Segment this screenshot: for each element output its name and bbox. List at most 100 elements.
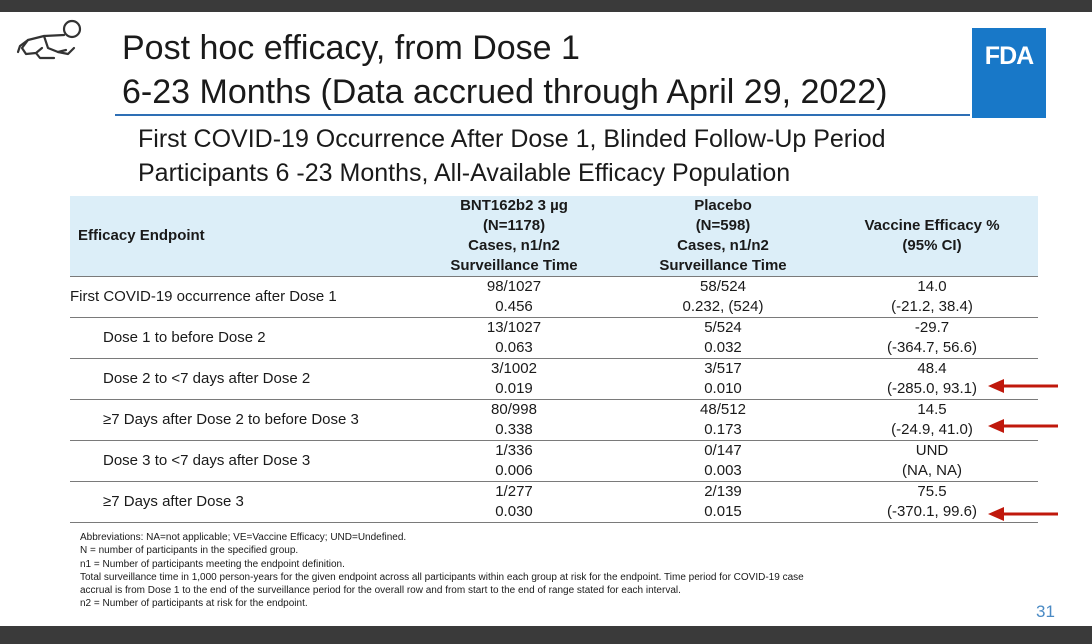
- placebo-surveillance-time: 0.032: [704, 339, 742, 356]
- vaccine-surveillance-time: 0.006: [495, 462, 533, 479]
- placebo-cell: 58/524 0.232, (524): [620, 276, 826, 318]
- bottom-frame-bar: [0, 626, 1092, 644]
- placebo-cases: 0/147: [704, 442, 742, 459]
- confidence-interval: (NA, NA): [902, 462, 962, 479]
- efficacy-cell: 48.4 (-285.0, 93.1): [826, 358, 1038, 400]
- header-placebo-line: (N=598): [695, 217, 751, 234]
- slide: Post hoc efficacy, from Dose 1 6-23 Mont…: [0, 12, 1092, 626]
- row-endpoint: Dose 3 to <7 days after Dose 3: [70, 440, 408, 482]
- vaccine-efficacy-value: 48.4: [917, 360, 947, 377]
- header-vaccine-line: (N=1178): [482, 217, 546, 234]
- header-vaccine-line: BNT162b2 3 µg: [460, 197, 568, 214]
- row-endpoint: Dose 1 to before Dose 2: [70, 317, 408, 359]
- vaccine-efficacy-value: -29.7: [914, 319, 950, 336]
- table-row: Dose 1 to before Dose 2 13/1027 0.063 5/5…: [70, 317, 1038, 359]
- vaccine-cell: 1/336 0.006: [408, 440, 620, 482]
- vaccine-surveillance-time: 0.338: [495, 421, 533, 438]
- vaccine-efficacy-value: 14.0: [917, 278, 947, 295]
- confidence-interval: (-285.0, 93.1): [886, 380, 978, 397]
- table-row: Dose 2 to <7 days after Dose 2 3/1002 0.0…: [70, 358, 1038, 400]
- subtitle-line-2: Participants 6 -23 Months, All-Available…: [138, 159, 791, 187]
- row-endpoint: First COVID-19 occurrence after Dose 1: [70, 276, 408, 318]
- vaccine-cases: 1/277: [495, 483, 533, 500]
- vaccine-cell: 3/1002 0.019: [408, 358, 620, 400]
- subtitle-line-1: First COVID-19 Occurrence After Dose 1, …: [138, 125, 886, 153]
- table-row: First COVID-19 occurrence after Dose 1 9…: [70, 276, 1038, 318]
- vaccine-cases: 80/998: [491, 401, 537, 418]
- confidence-interval: (-24.9, 41.0): [891, 421, 973, 438]
- top-frame-bar: [0, 0, 1092, 12]
- row-endpoint: ≥7 Days after Dose 3: [70, 481, 408, 523]
- efficacy-cell: 14.5 (-24.9, 41.0): [826, 399, 1038, 441]
- header-vaccine-efficacy: Vaccine Efficacy % (95% CI): [826, 196, 1038, 277]
- red-arrow-icon: [988, 379, 1058, 393]
- title-underline: [115, 114, 970, 116]
- placebo-cell: 48/512 0.173: [620, 399, 826, 441]
- red-arrow-icon: [988, 507, 1058, 521]
- footnote-line: Abbreviations: NA=not applicable; VE=Vac…: [80, 532, 407, 543]
- title-line-2: 6-23 Months (Data accrued through April …: [122, 73, 888, 111]
- placebo-cases: 48/512: [700, 401, 746, 418]
- placebo-cases: 2/139: [704, 483, 742, 500]
- efficacy-table: Efficacy Endpoint BNT162b2 3 µg (N=1178)…: [70, 196, 1038, 523]
- row-endpoint: ≥7 Days after Dose 2 to before Dose 3: [70, 399, 408, 441]
- confidence-interval: (-21.2, 38.4): [891, 298, 973, 315]
- header-vaccine-group: BNT162b2 3 µg (N=1178) Cases, n1/n2 Surv…: [408, 196, 620, 277]
- placebo-surveillance-time: 0.003: [704, 462, 742, 479]
- header-efficacy-line: Vaccine Efficacy %: [864, 217, 1000, 234]
- vaccine-cases: 98/1027: [486, 278, 542, 295]
- table-row: ≥7 Days after Dose 3 1/277 0.030 2/139 0.0…: [70, 481, 1038, 523]
- placebo-cell: 2/139 0.015: [620, 481, 826, 523]
- title-line-1: Post hoc efficacy, from Dose 1: [122, 29, 580, 67]
- placebo-surveillance-time: 0.173: [704, 421, 742, 438]
- vaccine-surveillance-time: 0.030: [495, 503, 533, 520]
- footnote-line: n2 = Number of participants at risk for …: [80, 598, 308, 610]
- header-placebo-line: Cases, n1/n2: [677, 237, 769, 254]
- placebo-cases: 5/524: [704, 319, 742, 336]
- table-subtitle: First COVID-19 Occurrence After Dose 1, …: [138, 122, 1038, 190]
- placebo-cell: 5/524 0.032: [620, 317, 826, 359]
- page-number: 31: [1036, 602, 1055, 621]
- vaccine-efficacy-value: 14.5: [917, 401, 947, 418]
- vaccine-cases: 3/1002: [491, 360, 537, 377]
- vaccine-efficacy-value: 75.5: [917, 483, 947, 500]
- vaccine-cell: 98/1027 0.456: [408, 276, 620, 318]
- placebo-cell: 3/517 0.010: [620, 358, 826, 400]
- header-placebo-line: Surveillance Time: [659, 257, 787, 274]
- vaccine-efficacy-value: UND: [915, 442, 949, 459]
- fda-logo: FDA: [972, 28, 1046, 118]
- confidence-interval: (-370.1, 99.6): [886, 503, 978, 520]
- placebo-cases: 58/524: [700, 278, 746, 295]
- vaccine-surveillance-time: 0.019: [495, 380, 533, 397]
- footnote-line: Total surveillance time in 1,000 person-…: [80, 571, 804, 583]
- vaccine-cell: 13/1027 0.063: [408, 317, 620, 359]
- confidence-interval: (-364.7, 56.6): [886, 339, 978, 356]
- footnote-line: accrual is from Dose 1 to the end of the…: [80, 585, 681, 597]
- header-efficacy-endpoint: Efficacy Endpoint: [70, 196, 408, 277]
- slide-title: Post hoc efficacy, from Dose 1 6-23 Mont…: [122, 26, 962, 114]
- footnote-line: n1 = Number of participants meeting the …: [80, 558, 345, 570]
- footnotes: Abbreviations: NA=not applicable; VE=Vac…: [80, 531, 960, 611]
- header-vaccine-line: Cases, n1/n2: [468, 237, 560, 254]
- table-header-row: Efficacy Endpoint BNT162b2 3 µg (N=1178)…: [70, 196, 1038, 277]
- table-row: ≥7 Days after Dose 2 to before Dose 3 80…: [70, 399, 1038, 441]
- header-efficacy-line: (95% CI): [902, 237, 962, 254]
- placebo-cases: 3/517: [704, 360, 742, 377]
- vaccine-surveillance-time: 0.063: [495, 339, 533, 356]
- vaccine-cases: 13/1027: [486, 319, 542, 336]
- placebo-surveillance-time: 0.015: [704, 503, 742, 520]
- table-row: Dose 3 to <7 days after Dose 3 1/336 0.00…: [70, 440, 1038, 482]
- placebo-cell: 0/147 0.003: [620, 440, 826, 482]
- efficacy-cell: -29.7 (-364.7, 56.6): [826, 317, 1038, 359]
- vaccine-cell: 1/277 0.030: [408, 481, 620, 523]
- efficacy-cell: 14.0 (-21.2, 38.4): [826, 276, 1038, 318]
- vaccine-surveillance-time: 0.456: [495, 298, 533, 315]
- red-arrow-icon: [988, 419, 1058, 433]
- header-placebo-group: Placebo (N=598) Cases, n1/n2 Surveillanc…: [620, 196, 826, 277]
- efficacy-cell: UND (NA, NA): [826, 440, 1038, 482]
- vaccine-cell: 80/998 0.338: [408, 399, 620, 441]
- placebo-surveillance-time: 0.232, (524): [682, 298, 764, 315]
- placebo-surveillance-time: 0.010: [704, 380, 742, 397]
- footnote-line: N = number of participants in the specif…: [80, 545, 299, 557]
- header-placebo-line: Placebo: [694, 197, 752, 214]
